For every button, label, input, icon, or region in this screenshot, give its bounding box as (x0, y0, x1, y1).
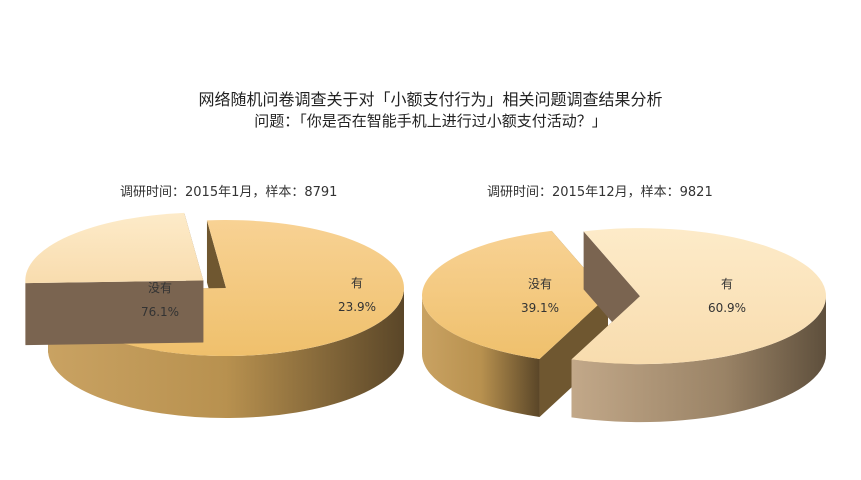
pie-chart-2015-01: 没有 76.1% 有 23.9% (25, 212, 405, 418)
slice-category-label: 没有 (528, 276, 552, 291)
pie-slice-no (422, 230, 609, 417)
slice-category-label: 有 (721, 277, 733, 291)
pie-chart-2015-12: 没有 39.1% 有 60.9% (422, 228, 826, 423)
slice-category-label: 没有 (148, 280, 172, 295)
slice-value-label: 39.1% (521, 301, 559, 315)
slice-top (422, 230, 609, 359)
slice-value-label: 23.9% (338, 300, 376, 314)
left-chart-caption: 调研时间：2015年1月，样本：8791 (120, 185, 338, 200)
right-chart-caption: 调研时间：2015年12月，样本：9821 (487, 185, 713, 200)
slice-wall (25, 280, 204, 346)
slice-value-label: 76.1% (141, 305, 179, 319)
slice-category-label: 有 (351, 276, 363, 290)
pie-slice-yes (571, 228, 826, 423)
slice-top (25, 212, 204, 284)
chart-subtitle: 问题：「你是否在智能手机上进行过小额支付活动？」 (254, 112, 607, 130)
pie-slice-yes (25, 212, 204, 346)
slice-side (422, 295, 540, 417)
slice-side (48, 288, 405, 418)
slice-top (571, 228, 826, 365)
slice-side (571, 296, 826, 423)
slice-value-label: 60.9% (708, 301, 746, 315)
chart-title: 网络随机问卷调查关于对「小额支付行为」相关问题调查结果分析 (198, 90, 663, 109)
